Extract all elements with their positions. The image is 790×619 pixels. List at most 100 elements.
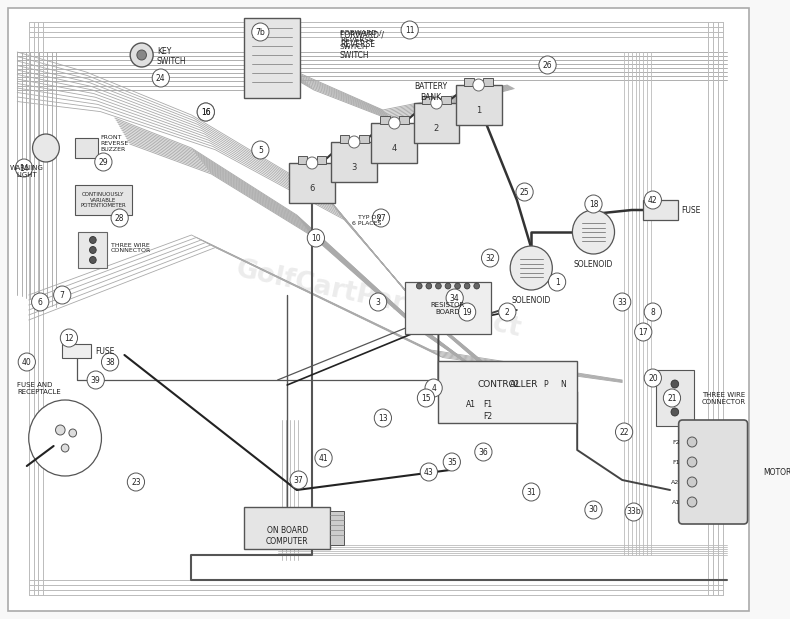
- Text: KEY
SWITCH: KEY SWITCH: [157, 47, 186, 66]
- Bar: [244, 507, 330, 549]
- Text: F1: F1: [672, 459, 679, 464]
- Bar: [371, 123, 417, 163]
- Circle shape: [198, 103, 214, 121]
- Text: BATTERY
BANK: BATTERY BANK: [414, 82, 447, 102]
- Circle shape: [69, 429, 77, 437]
- Text: N: N: [560, 379, 566, 389]
- Bar: [483, 78, 493, 86]
- Text: FUSE: FUSE: [682, 206, 701, 215]
- Text: 25: 25: [520, 188, 529, 196]
- Circle shape: [644, 191, 661, 209]
- Circle shape: [481, 249, 498, 267]
- Text: 12: 12: [64, 334, 73, 342]
- Text: 7b: 7b: [255, 27, 265, 37]
- Circle shape: [374, 409, 392, 427]
- Bar: [656, 370, 694, 426]
- Text: 27: 27: [376, 214, 386, 222]
- Circle shape: [87, 371, 104, 389]
- Bar: [422, 96, 431, 104]
- Circle shape: [89, 246, 96, 254]
- Circle shape: [252, 23, 269, 41]
- Bar: [380, 116, 389, 124]
- Circle shape: [89, 236, 96, 243]
- Bar: [465, 78, 474, 86]
- Bar: [340, 135, 349, 143]
- Circle shape: [417, 389, 434, 407]
- FancyBboxPatch shape: [679, 420, 747, 524]
- Circle shape: [615, 423, 633, 441]
- Circle shape: [644, 369, 661, 387]
- Text: 38: 38: [105, 358, 115, 366]
- Text: 41: 41: [318, 454, 329, 462]
- Text: 1: 1: [476, 105, 481, 115]
- Circle shape: [548, 273, 566, 291]
- Text: 19: 19: [462, 308, 472, 316]
- Circle shape: [664, 389, 680, 407]
- Circle shape: [644, 303, 661, 321]
- Bar: [289, 163, 335, 203]
- Circle shape: [60, 329, 77, 347]
- Text: 33b: 33b: [626, 508, 641, 516]
- Bar: [78, 232, 107, 268]
- Text: 15: 15: [421, 394, 431, 402]
- Bar: [405, 282, 491, 334]
- Bar: [399, 116, 408, 124]
- Text: THREE WIRE
CONNECTOR: THREE WIRE CONNECTOR: [702, 391, 746, 404]
- Bar: [317, 156, 326, 164]
- Bar: [456, 85, 502, 125]
- Text: 36: 36: [479, 448, 488, 456]
- Circle shape: [401, 21, 418, 39]
- Text: F1: F1: [483, 399, 493, 409]
- Circle shape: [372, 209, 389, 227]
- Text: GolfCartPartsDirect: GolfCartPartsDirect: [233, 256, 523, 342]
- Text: THREE WIRE
CONNECTOR: THREE WIRE CONNECTOR: [111, 243, 152, 253]
- Circle shape: [687, 497, 697, 507]
- Circle shape: [18, 353, 36, 371]
- Circle shape: [130, 43, 153, 67]
- Circle shape: [252, 141, 269, 159]
- Circle shape: [28, 400, 101, 476]
- Circle shape: [416, 283, 422, 289]
- Text: A2: A2: [510, 379, 520, 389]
- Circle shape: [443, 453, 461, 471]
- Circle shape: [539, 56, 556, 74]
- Text: 34: 34: [450, 293, 460, 303]
- Text: 40: 40: [22, 358, 32, 366]
- Circle shape: [671, 394, 679, 402]
- Circle shape: [458, 303, 476, 321]
- Bar: [413, 103, 460, 143]
- Text: 33: 33: [617, 298, 627, 306]
- Bar: [62, 344, 91, 358]
- Circle shape: [687, 437, 697, 447]
- Text: 16: 16: [201, 108, 211, 116]
- Text: A1: A1: [466, 399, 476, 409]
- Circle shape: [101, 353, 118, 371]
- Circle shape: [89, 256, 96, 264]
- Text: 10: 10: [311, 233, 321, 243]
- Text: 42: 42: [648, 196, 657, 204]
- Bar: [298, 156, 307, 164]
- Circle shape: [516, 183, 533, 201]
- Text: 43: 43: [424, 467, 434, 477]
- Circle shape: [510, 246, 552, 290]
- Circle shape: [446, 289, 463, 307]
- Circle shape: [687, 477, 697, 487]
- Text: 14: 14: [19, 163, 28, 173]
- Circle shape: [290, 471, 307, 489]
- Circle shape: [152, 69, 169, 87]
- Circle shape: [127, 473, 145, 491]
- Circle shape: [573, 210, 615, 254]
- Text: FUSE: FUSE: [96, 347, 115, 355]
- Bar: [330, 511, 344, 545]
- Circle shape: [32, 293, 49, 311]
- Text: FUSE AND
RECEPTACLE: FUSE AND RECEPTACLE: [17, 382, 61, 395]
- Circle shape: [687, 457, 697, 467]
- Text: 8: 8: [650, 308, 655, 316]
- Bar: [359, 135, 368, 143]
- Text: P: P: [544, 379, 548, 389]
- Text: A1: A1: [672, 500, 679, 504]
- Bar: [75, 185, 132, 215]
- Text: 2: 2: [505, 308, 510, 316]
- Bar: [75, 138, 98, 158]
- Circle shape: [389, 117, 400, 129]
